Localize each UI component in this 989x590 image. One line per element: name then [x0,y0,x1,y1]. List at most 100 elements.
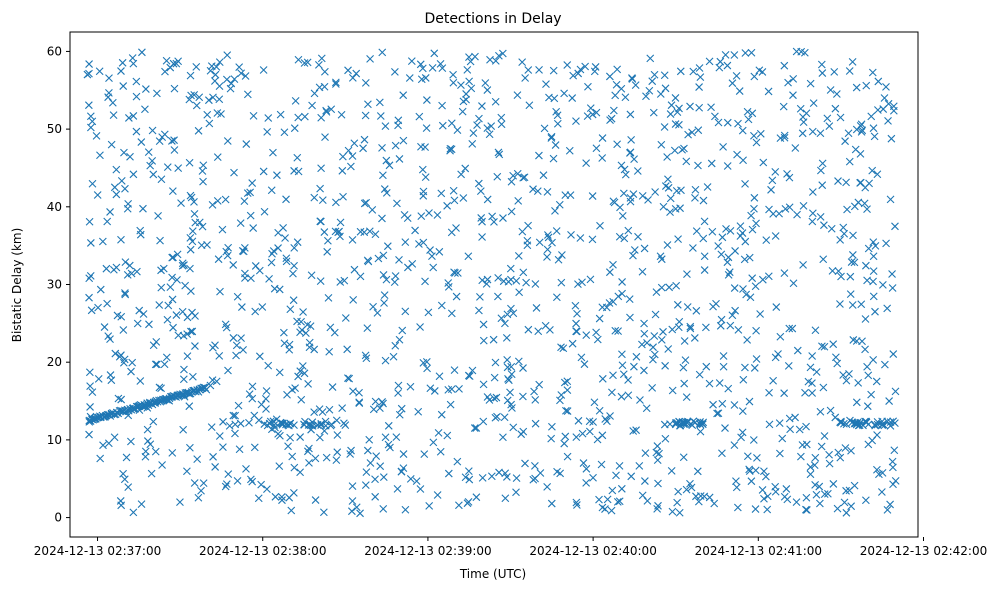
data-point [761,472,770,481]
data-point [242,464,250,473]
data-point [808,352,817,360]
data-point [728,79,737,88]
data-point [616,203,624,212]
data-point [725,268,734,277]
data-point [891,387,900,396]
data-point [169,323,177,332]
data-point [458,107,467,116]
data-point [869,277,877,286]
data-point [580,360,589,369]
data-point [300,59,309,67]
data-point [399,91,408,100]
data-point [797,47,806,56]
data-point [479,336,488,345]
data-point [188,237,197,246]
data-point [213,196,222,205]
data-point [576,234,585,242]
plot-area-frame [69,31,919,538]
data-point [849,231,857,240]
data-point [366,459,375,467]
data-point [619,189,628,198]
data-point [463,65,472,74]
data-point [276,110,285,119]
data-point [117,501,126,510]
data-point [270,284,279,293]
data-point [572,117,580,125]
data-point [735,87,744,95]
data-point [401,505,410,514]
data-point [713,409,721,418]
data-point [211,463,220,471]
data-point [303,58,312,67]
data-point [582,464,591,473]
data-point [626,197,635,206]
data-point [719,362,728,371]
data-point [521,74,530,82]
data-point [555,200,564,209]
data-point [672,281,681,290]
data-point [620,234,629,243]
data-point [317,419,326,428]
data-point [841,444,850,452]
data-point [104,439,113,448]
data-point [119,469,127,478]
data-point [818,159,827,168]
data-point [548,422,556,431]
data-point [595,406,604,415]
data-point [371,397,380,406]
data-point [768,176,777,185]
data-point [723,118,732,127]
data-point [476,187,485,195]
data-point [585,417,594,426]
data-point [423,364,431,373]
data-point [84,101,93,110]
data-point [394,381,403,390]
data-point [428,63,437,72]
data-point [547,132,556,141]
data-point [384,421,393,430]
data-point [531,474,539,483]
data-point [231,429,239,438]
data-point [552,293,561,302]
data-point [833,359,842,368]
data-point [391,341,400,350]
data-point [185,95,194,104]
data-point [419,358,428,367]
data-point [847,446,855,455]
data-point [540,124,549,133]
data-point [232,351,240,360]
data-point [96,151,104,160]
data-point [491,413,500,422]
data-point [531,419,540,428]
data-point [749,436,758,444]
data-point [585,427,594,436]
data-point [338,166,347,175]
data-point [796,104,805,113]
data-point [563,61,572,69]
data-point [317,164,325,173]
data-point [391,141,400,150]
data-point [363,324,372,333]
data-point [792,498,801,506]
data-point [178,259,187,268]
data-point [475,306,483,315]
data-point [535,151,543,160]
data-point [243,90,252,99]
data-point [868,166,877,175]
data-point [864,244,873,253]
data-point [747,477,756,486]
data-point [654,479,662,488]
data-point [239,247,248,256]
data-point [373,309,382,317]
data-point [682,485,691,494]
data-point [474,179,483,188]
data-point [687,483,696,492]
data-point [868,68,877,77]
data-point [653,456,662,465]
data-point [176,498,184,506]
data-point [248,477,257,486]
data-point [222,247,231,256]
data-point [169,59,178,68]
data-point [560,89,569,98]
data-point [618,211,627,220]
